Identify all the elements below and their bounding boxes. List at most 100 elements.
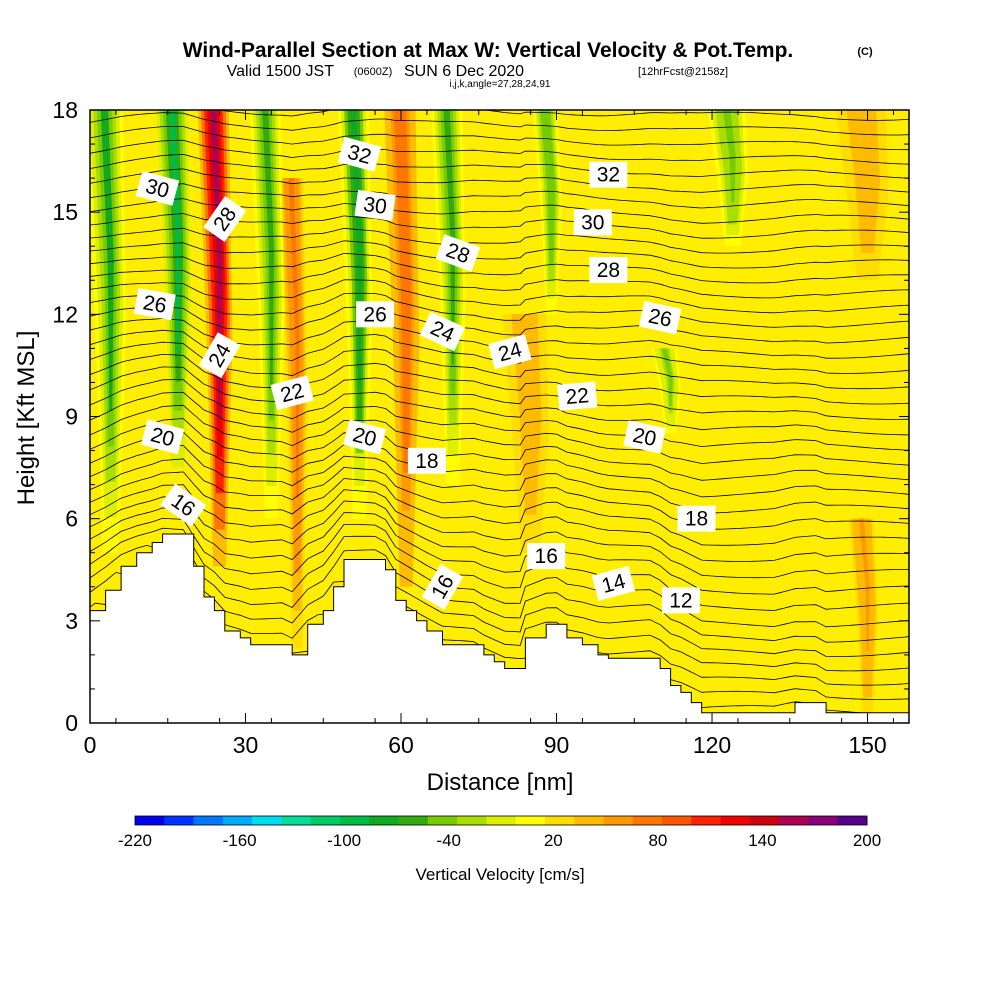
theta-isentrope <box>90 153 909 179</box>
colorbar-tick-label: 20 <box>544 831 563 850</box>
contour-label: 26 <box>638 301 682 335</box>
theta-isentrope <box>90 366 909 420</box>
theta-isentrope <box>90 517 909 611</box>
theta-isentrope <box>292 634 909 686</box>
x-axis-label: Distance [nm] <box>427 769 574 796</box>
contour-label: 28 <box>435 234 481 272</box>
contour-label-box <box>677 505 716 532</box>
colorbar-tick-label: -220 <box>118 831 152 850</box>
colorbar-swatch <box>779 816 809 825</box>
contour-label-box <box>203 195 247 243</box>
colorbar-swatch <box>632 816 663 825</box>
velocity-shade <box>443 110 456 365</box>
colorbar-swatch <box>310 816 341 825</box>
y-axis-label: Height [Kft MSL] <box>13 331 40 506</box>
copyright-mark: (C) <box>857 46 873 58</box>
plot-area <box>90 110 909 723</box>
velocity-band <box>532 110 562 315</box>
contour-label-text: 32 <box>597 164 620 187</box>
contour-label-box <box>337 136 382 172</box>
contour-label-box <box>133 287 176 321</box>
velocity-shade <box>722 110 736 203</box>
theta-isentrope <box>90 139 909 165</box>
colorbar-swatch <box>515 816 546 825</box>
colorbar-swatch <box>691 816 722 825</box>
subtitle-date: SUN 6 Dec 2020 <box>404 63 524 80</box>
contour-label-text: 18 <box>415 450 438 473</box>
theta-isentrope <box>90 265 909 299</box>
contour-label-box <box>557 381 598 411</box>
contour-label-box <box>356 301 395 328</box>
colorbar-swatch <box>164 816 195 825</box>
contour-label-text: 26 <box>363 303 386 326</box>
velocity-shade <box>288 178 300 498</box>
contour-label-text: 20 <box>631 424 659 451</box>
colorbar-swatch <box>398 816 429 825</box>
contour-label: 22 <box>557 381 598 411</box>
colorbar-swatch <box>281 816 312 825</box>
terrain-mask <box>90 533 909 723</box>
contour-label: 24 <box>488 334 532 370</box>
colorbar-swatch <box>544 816 575 825</box>
y-tick-label: 9 <box>65 404 78 430</box>
theta-isentrope <box>90 279 909 314</box>
theta-isentrope <box>90 572 909 657</box>
theta-isentrope <box>90 484 909 562</box>
contour-label-text: 30 <box>581 211 604 234</box>
velocity-band <box>431 110 466 485</box>
y-tick-label: 3 <box>65 608 78 634</box>
colorbar-swatch <box>252 816 282 825</box>
theta-isentrope <box>90 496 909 579</box>
y-tick-label: 15 <box>52 199 78 225</box>
subtitle-utc: (0600Z) <box>354 66 393 78</box>
contour-label-box <box>591 565 636 601</box>
x-tick-label: 120 <box>693 732 731 758</box>
colorbar-swatch <box>808 816 839 825</box>
contour-label: 20 <box>623 420 666 454</box>
y-tick-label: 18 <box>52 97 78 123</box>
subtitle-indices: i,j,k,angle=27,28,24,91 <box>450 79 551 90</box>
contour-label-text: 12 <box>669 589 692 612</box>
contour-label: 30 <box>573 209 612 236</box>
x-tick-label: 90 <box>544 732 570 758</box>
contour-label-text: 16 <box>535 545 558 568</box>
velocity-band <box>848 518 878 713</box>
velocity-shade <box>858 518 870 651</box>
contour-label-box <box>135 170 180 206</box>
colorbar-swatch <box>486 816 517 825</box>
colorbar-tick-label: 140 <box>748 831 776 850</box>
contour-label-box <box>589 257 628 284</box>
contour-label-box <box>354 189 396 221</box>
colorbar-swatch <box>603 816 634 825</box>
colorbar-tick-label: 80 <box>648 831 667 850</box>
contour-label: 32 <box>589 161 628 188</box>
theta-isentrope <box>90 112 909 136</box>
theta-isentrope <box>90 183 909 209</box>
contour-label: 30 <box>135 170 180 206</box>
contour-label-text: 26 <box>141 291 168 318</box>
contour-label: 18 <box>677 505 716 532</box>
velocity-band <box>278 178 308 649</box>
colorbar-swatch <box>662 816 692 825</box>
velocity-shade <box>542 110 554 249</box>
colorbar-tick-label: -100 <box>327 831 361 850</box>
contour-label-box <box>638 301 682 335</box>
theta-isentrope <box>90 292 909 328</box>
y-tick-label: 0 <box>65 710 78 736</box>
colorbar-swatch <box>193 816 224 825</box>
colorbar-label: Vertical Velocity [cm/s] <box>415 865 584 884</box>
contour-label: 22 <box>270 375 314 411</box>
y-axis: 0 3 6 9 12 15 18 <box>52 97 909 736</box>
contour-label: 28 <box>589 257 628 284</box>
contour-label-box <box>488 334 532 370</box>
contour-label-box <box>527 543 566 570</box>
velocity-shade <box>396 110 409 435</box>
theta-isentrope <box>90 471 909 546</box>
theta-isentrope <box>90 527 909 628</box>
theta-isentrope <box>665 674 909 700</box>
x-axis: 0 30 60 90 120 150 <box>84 110 894 758</box>
contour-label-text: 26 <box>646 305 674 332</box>
colorbar-swatch <box>457 816 487 825</box>
contour-label: 14 <box>591 565 636 601</box>
